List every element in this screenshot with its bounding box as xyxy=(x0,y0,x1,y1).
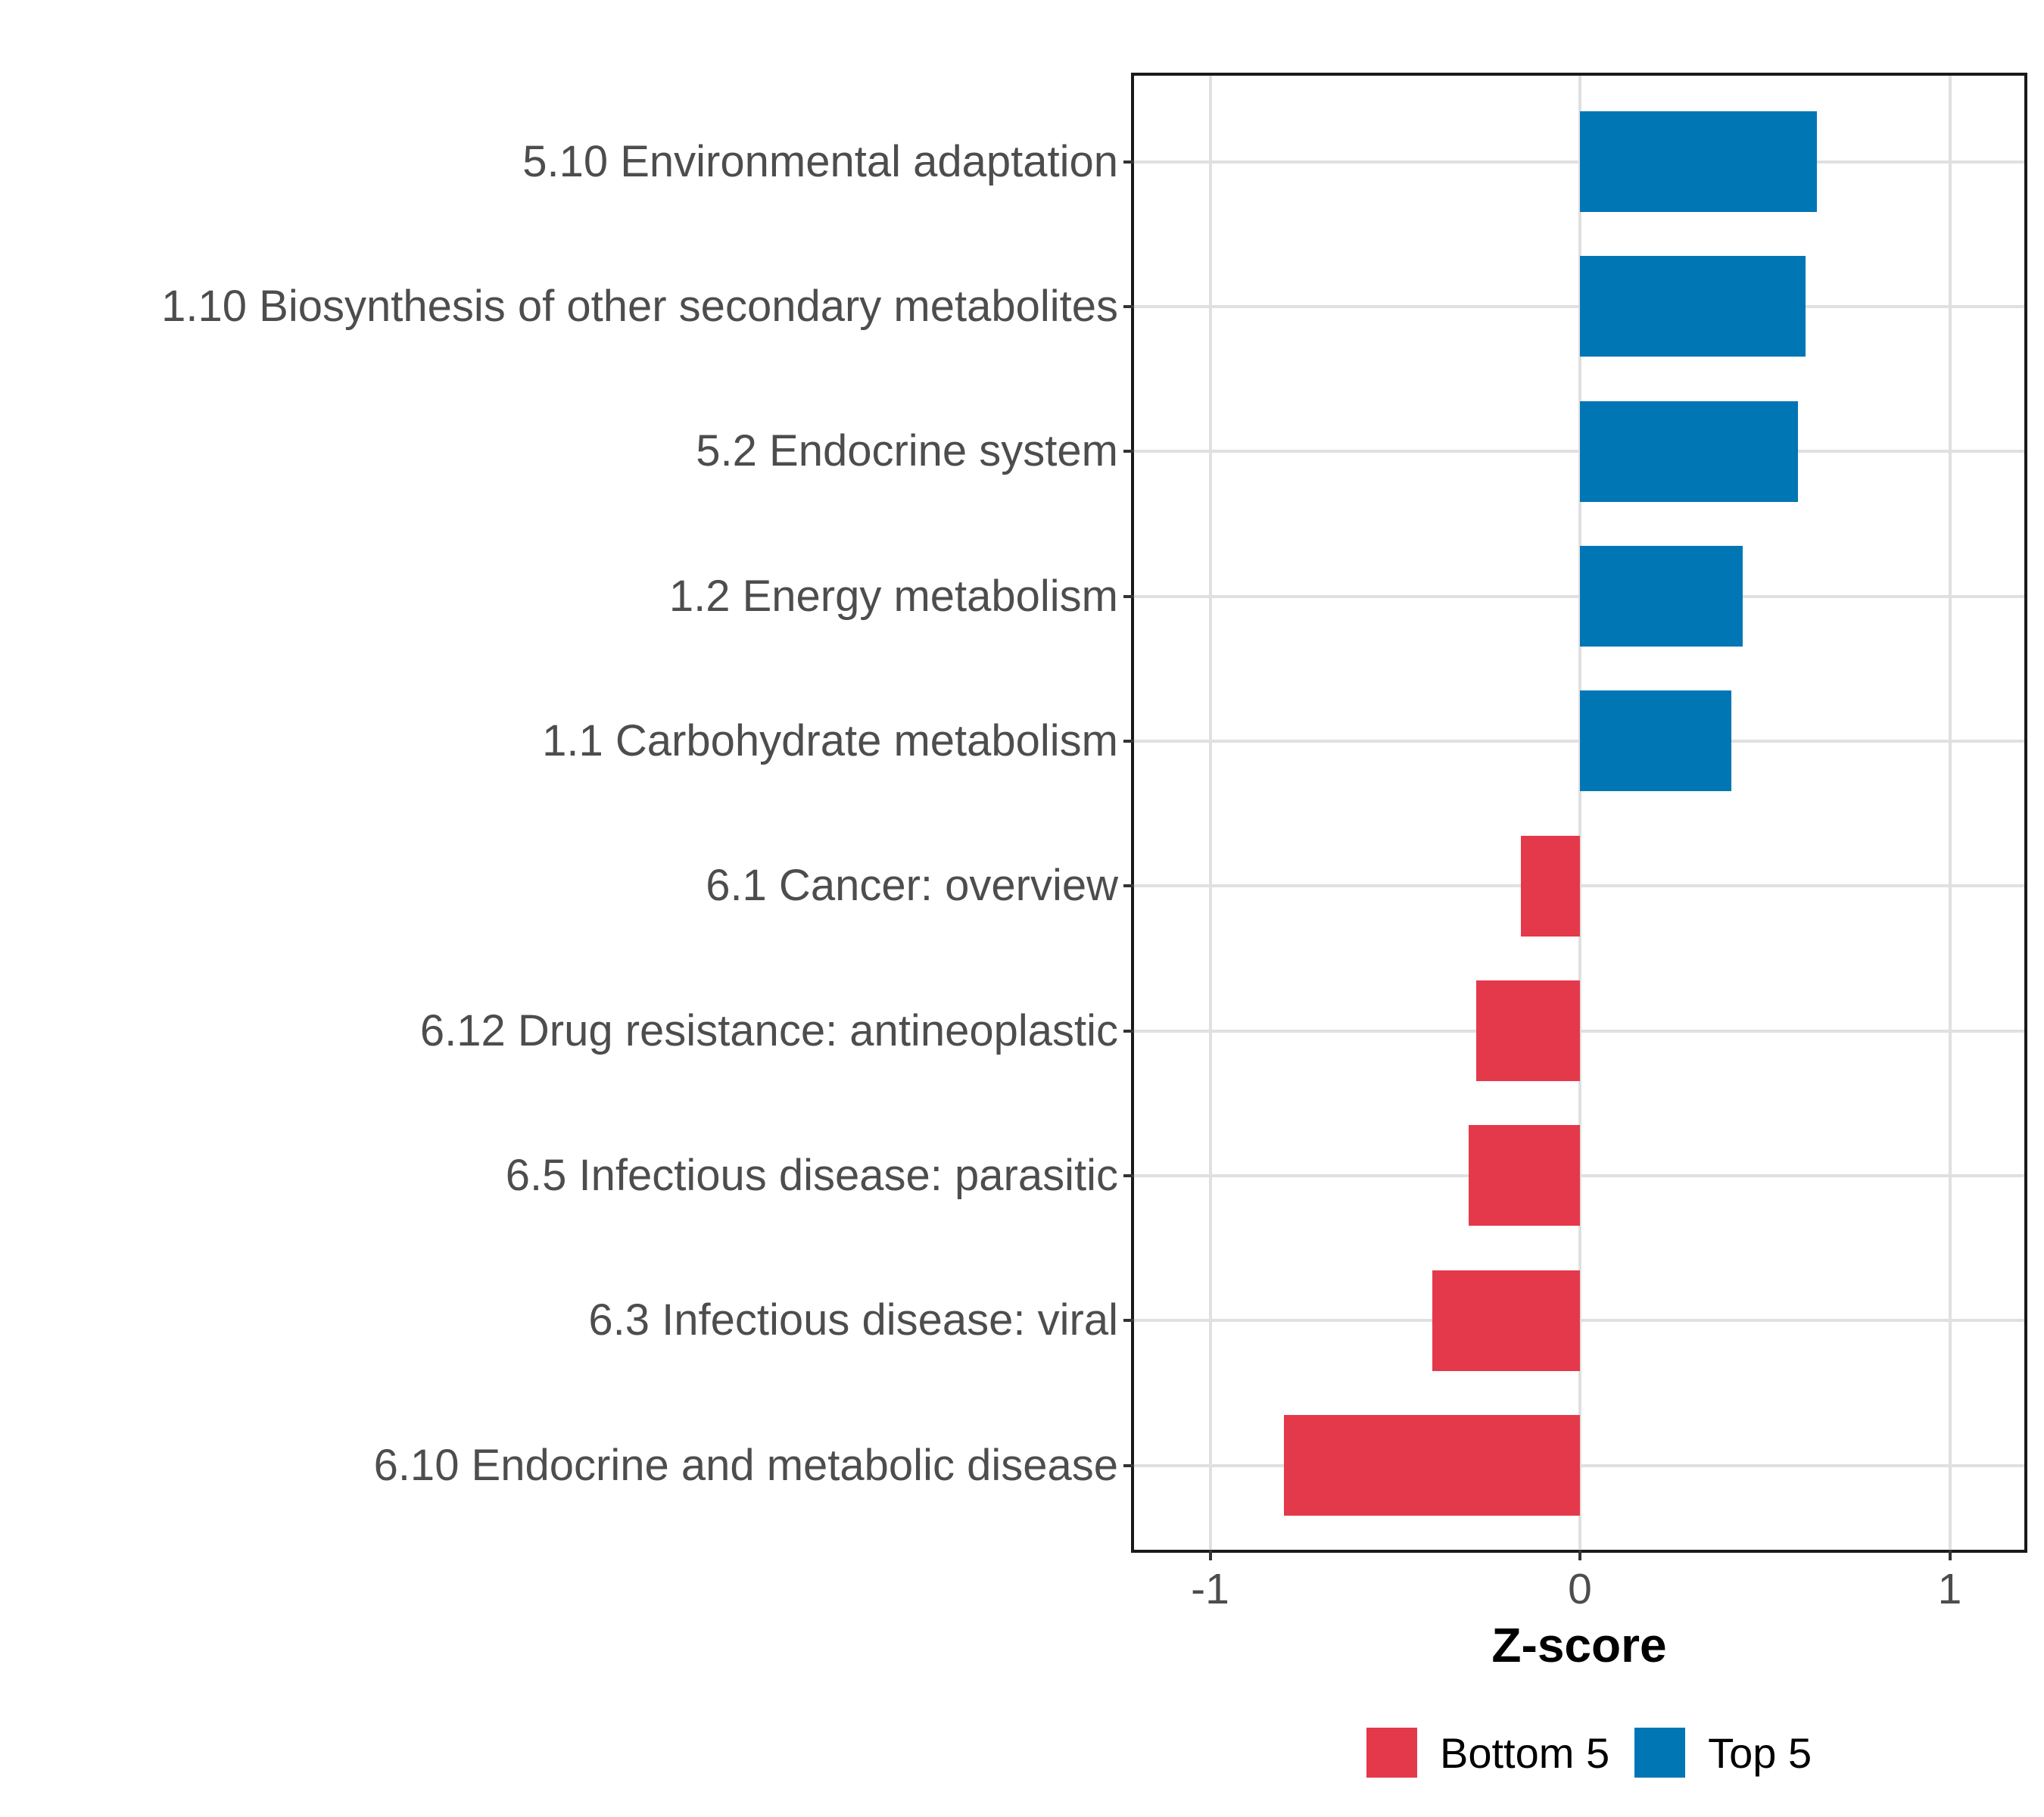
legend-item-top5: Top 5 xyxy=(1634,1728,1812,1778)
x-axis-tick-label: -1 xyxy=(1191,1565,1229,1613)
bar-top5 xyxy=(1580,690,1732,792)
bar-bottom5 xyxy=(1520,835,1580,937)
legend-label-bottom5: Bottom 5 xyxy=(1440,1728,1610,1777)
gridline-horizontal xyxy=(1134,594,2024,598)
y-axis-tick xyxy=(1123,450,1134,453)
plot-panel xyxy=(1131,73,2027,1553)
bar-top5 xyxy=(1580,400,1799,502)
y-axis-tick xyxy=(1123,160,1134,164)
y-axis-label: 6.3 Infectious disease: viral xyxy=(588,1295,1118,1345)
gridline-horizontal xyxy=(1134,304,2024,308)
bar-top5 xyxy=(1580,111,1817,212)
x-axis-tick xyxy=(1948,1550,1952,1560)
gridline-vertical xyxy=(1948,76,1952,1550)
y-axis-label: 6.5 Infectious disease: parasitic xyxy=(505,1150,1118,1200)
bar-bottom5 xyxy=(1476,980,1580,1082)
y-axis-label: 6.12 Drug resistance: antineoplastic xyxy=(419,1005,1118,1055)
y-axis-tick xyxy=(1123,1029,1134,1033)
y-axis-tick xyxy=(1123,1463,1134,1467)
y-axis-label: 1.10 Biosynthesis of other secondary met… xyxy=(161,281,1118,331)
y-axis-tick xyxy=(1123,739,1134,743)
bar-bottom5 xyxy=(1284,1415,1580,1516)
gridline-vertical xyxy=(1578,76,1581,1550)
y-axis-tick xyxy=(1123,304,1134,308)
y-axis-label: 6.1 Cancer: overview xyxy=(706,861,1118,911)
legend-item-bottom5: Bottom 5 xyxy=(1366,1728,1609,1778)
legend-label-top5: Top 5 xyxy=(1708,1728,1812,1777)
legend: Bottom 5 Top 5 xyxy=(1366,1728,1812,1778)
legend-swatch-top5 xyxy=(1634,1728,1686,1778)
y-axis-label: 5.10 Environmental adaptation xyxy=(522,136,1118,186)
x-axis-tick xyxy=(1578,1550,1581,1560)
legend-swatch-bottom5 xyxy=(1366,1728,1417,1778)
x-axis-tick-label: 1 xyxy=(1937,1565,1962,1613)
bar-top5 xyxy=(1580,546,1743,647)
y-axis-label: 6.10 Endocrine and metabolic disease xyxy=(373,1440,1118,1490)
bar-bottom5 xyxy=(1469,1125,1580,1226)
bar-top5 xyxy=(1580,256,1806,357)
gridline-vertical xyxy=(1208,76,1212,1550)
bar-bottom5 xyxy=(1432,1270,1580,1371)
y-axis-tick xyxy=(1123,594,1134,598)
y-axis-label: 1.2 Energy metabolism xyxy=(668,571,1118,621)
y-axis-tick xyxy=(1123,1173,1134,1177)
y-axis-label: 1.1 Carbohydrate metabolism xyxy=(542,715,1118,765)
y-axis-tick xyxy=(1123,884,1134,888)
gridline-horizontal xyxy=(1134,450,2024,453)
gridline-horizontal xyxy=(1134,160,2024,164)
y-axis-label: 5.2 Endocrine system xyxy=(696,426,1118,476)
gridline-horizontal xyxy=(1134,739,2024,743)
x-axis-title: Z-score xyxy=(1491,1618,1667,1672)
x-axis-tick-label: 0 xyxy=(1568,1565,1592,1613)
x-axis-tick xyxy=(1208,1550,1212,1560)
y-axis-tick xyxy=(1123,1319,1134,1323)
